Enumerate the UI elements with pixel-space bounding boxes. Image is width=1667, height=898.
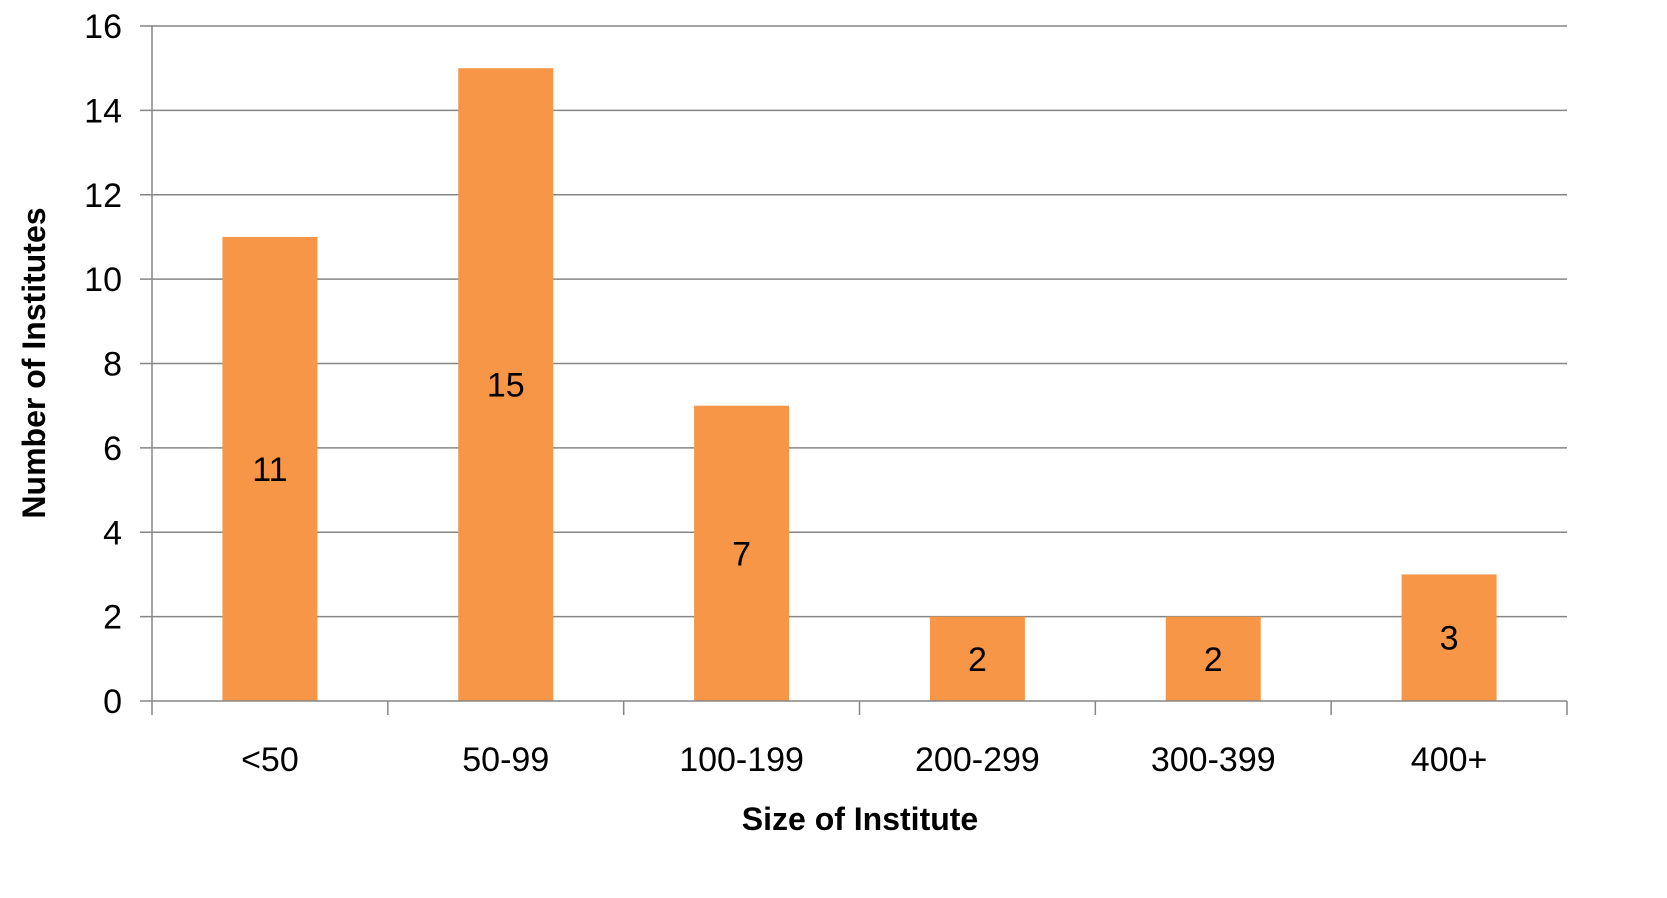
data-label: 2	[1204, 641, 1223, 679]
x-axis-title: Size of Institute	[742, 801, 978, 837]
x-tick-labels: <50 50-99 100-199 200-299 300-399 400+	[241, 741, 1487, 779]
bar-3	[929, 616, 1025, 701]
gridlines	[152, 25, 1567, 618]
x-tick-label: 100-199	[679, 741, 804, 779]
axes	[140, 25, 1568, 715]
data-label: 2	[968, 641, 987, 679]
bar-4	[1165, 616, 1261, 701]
x-tick-label: 50-99	[462, 741, 549, 779]
data-label: 11	[252, 451, 287, 489]
data-label: 3	[1440, 620, 1459, 658]
bar-5	[1401, 574, 1497, 701]
x-tick-label: 200-299	[915, 741, 1040, 779]
y-tick-label: 12	[84, 177, 122, 215]
bar-2	[694, 405, 790, 701]
bar-1	[458, 68, 554, 701]
data-labels: 11 15 7 2 2 3	[252, 367, 1458, 679]
x-tick-label: 300-399	[1151, 741, 1276, 779]
bar-0	[222, 236, 318, 701]
x-tick-label: 400+	[1411, 741, 1488, 779]
y-tick-label: 0	[103, 683, 122, 721]
y-tick-label: 2	[103, 599, 122, 637]
x-tick-label: <50	[241, 741, 299, 779]
y-tick-label: 10	[84, 261, 122, 299]
y-tick-label: 14	[84, 92, 122, 130]
bars	[222, 68, 1497, 701]
y-tick-label: 16	[84, 8, 122, 46]
y-tick-labels: 0 2 4 6 8 10 12 14 16	[84, 8, 122, 721]
data-label: 7	[732, 535, 751, 573]
data-label: 15	[487, 367, 525, 405]
y-axis-title: Number of Institutes	[16, 207, 52, 518]
y-tick-label: 4	[103, 514, 122, 552]
y-tick-label: 8	[103, 346, 122, 384]
y-tick-label: 6	[103, 430, 122, 468]
